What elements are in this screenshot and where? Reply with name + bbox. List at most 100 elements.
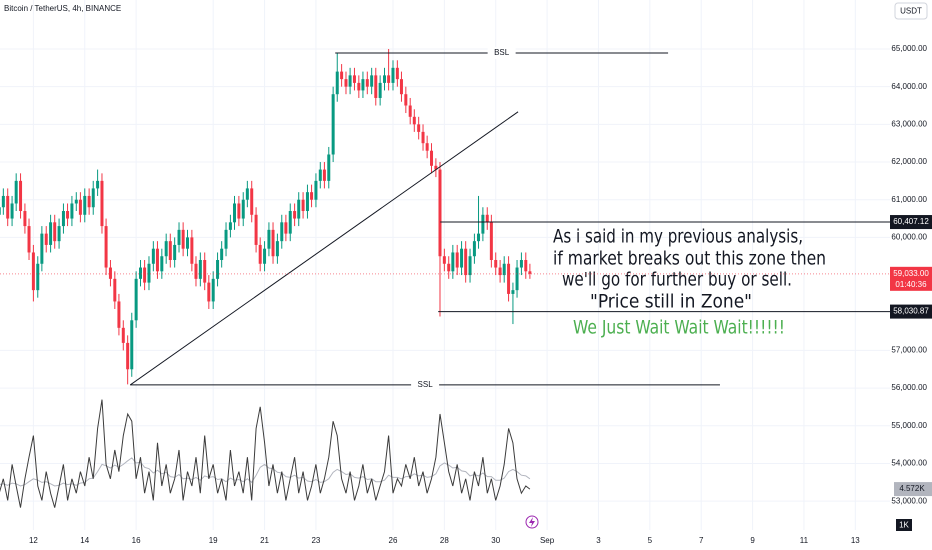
candle-body [293,211,297,219]
x-tick-label: 13 [851,536,860,545]
candle-body [160,256,164,272]
candle-body [297,199,301,219]
candle-body [104,226,108,268]
candle-body [383,75,387,83]
candle-body [348,75,352,87]
candle-body [451,252,455,272]
candle-body [430,150,434,166]
marks [0,48,532,508]
candle-body [254,214,258,245]
candle-body [23,211,27,227]
trendline [129,111,519,386]
level-label-bg [487,46,516,59]
y-tick-label: 64,000.00 [891,82,927,91]
candle-body [378,82,382,98]
candle-body [271,229,275,257]
y-tick-label: 55,000.00 [891,421,927,430]
candle-body [27,226,31,253]
candle-body [10,203,14,219]
scale-tag [896,519,912,531]
x-tick-label: 28 [440,536,449,545]
candle-body [318,169,322,181]
candle-body [203,260,207,283]
candle-body [250,188,254,215]
candle-body [233,203,237,223]
y-tick-label: 57,000.00 [891,346,927,355]
currency-label[interactable]: USDT [900,7,922,16]
price-tag-label: 58,030.87 [893,307,929,316]
candle-body [528,271,532,274]
candle-body [168,241,172,260]
indicator-tag-label: 4.572K [899,484,925,493]
candle-body [335,71,339,95]
candle-body [74,199,78,204]
candle-body [181,229,185,249]
candle-body [237,203,241,219]
candle-body [241,199,245,219]
candle-body [108,267,112,279]
candle-body [511,290,515,294]
candle-body [507,263,511,294]
candle-body [57,226,61,242]
candle-body [267,229,271,249]
candle-body [391,67,395,83]
candle-body [151,248,155,264]
x-tick-label: 3 [596,536,601,545]
candle-body [66,211,70,219]
candle-body [519,260,523,268]
candle-body [258,244,262,264]
candle-body [322,169,326,181]
candle-body [190,237,194,264]
candle-body [6,195,10,219]
level-label: SSL [418,380,434,389]
candle-body [425,143,429,151]
annotation-line: "Price still in Zone" [590,291,752,313]
candle-body [113,278,117,302]
candle-body [198,260,202,279]
current-price-tag [890,266,932,291]
candle-body [14,180,18,204]
currency-button[interactable] [894,2,928,20]
candle-body [399,79,403,95]
y-tick-label: 53,000.00 [891,496,927,505]
candle-body [340,71,344,80]
y-tick-label: 63,000.00 [891,119,927,128]
indicator-tag [894,482,932,497]
level-label-bg [411,378,440,391]
y-tick-label: 56,000.00 [891,383,927,392]
x-tick-label: 30 [491,536,500,545]
annotation-highlight: We Just Wait Wait Wait!!!!!! [573,317,785,339]
y-tick-label: 54,000.00 [891,459,927,468]
y-tick-label: 60,000.00 [891,233,927,242]
candle-body [502,263,506,276]
candle-body [121,327,125,343]
level-label: BSL [494,48,510,57]
candle-body [515,267,519,291]
candle-body [284,222,288,234]
candle-body [61,211,65,227]
candle-body [263,248,267,264]
candle-body [434,165,438,170]
candle-body [468,256,472,276]
candle-body [280,222,284,242]
candle-body [370,75,374,87]
x-tick-label: 16 [132,536,141,545]
price-tag [890,215,932,230]
candle-body [36,263,40,291]
candle-body [155,248,159,272]
candle-body [344,79,348,87]
x-tick-label: 9 [750,536,755,545]
candle-body [494,260,498,268]
candle-body [442,256,446,264]
price-tag-label: 60,407.12 [893,217,929,226]
candle-body [455,252,459,268]
annotation-line: As i said in my previous analysis, [553,226,803,248]
countdown-label: 01:40:36 [895,280,927,289]
candle-body [173,244,177,260]
candle-body [143,267,147,283]
candle-body [357,82,361,91]
price-tag [890,304,932,319]
candle-body [224,229,228,249]
y-tick-label: 65,000.00 [891,44,927,53]
annotation-line: if market breaks out this zone then [553,248,826,270]
